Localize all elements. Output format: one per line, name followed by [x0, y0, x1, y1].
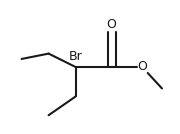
Text: Br: Br	[69, 50, 82, 63]
Text: O: O	[137, 60, 147, 74]
Text: O: O	[107, 18, 116, 31]
